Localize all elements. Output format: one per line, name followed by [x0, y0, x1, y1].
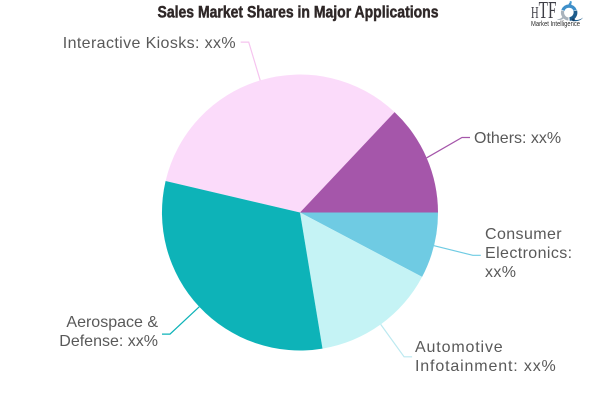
- svg-text:Sales Market Shares in Major A: Sales Market Shares in Major Application…: [158, 4, 439, 22]
- svg-text:HTF: HTF: [531, 0, 557, 24]
- svg-text:Market Intelligence: Market Intelligence: [531, 19, 580, 28]
